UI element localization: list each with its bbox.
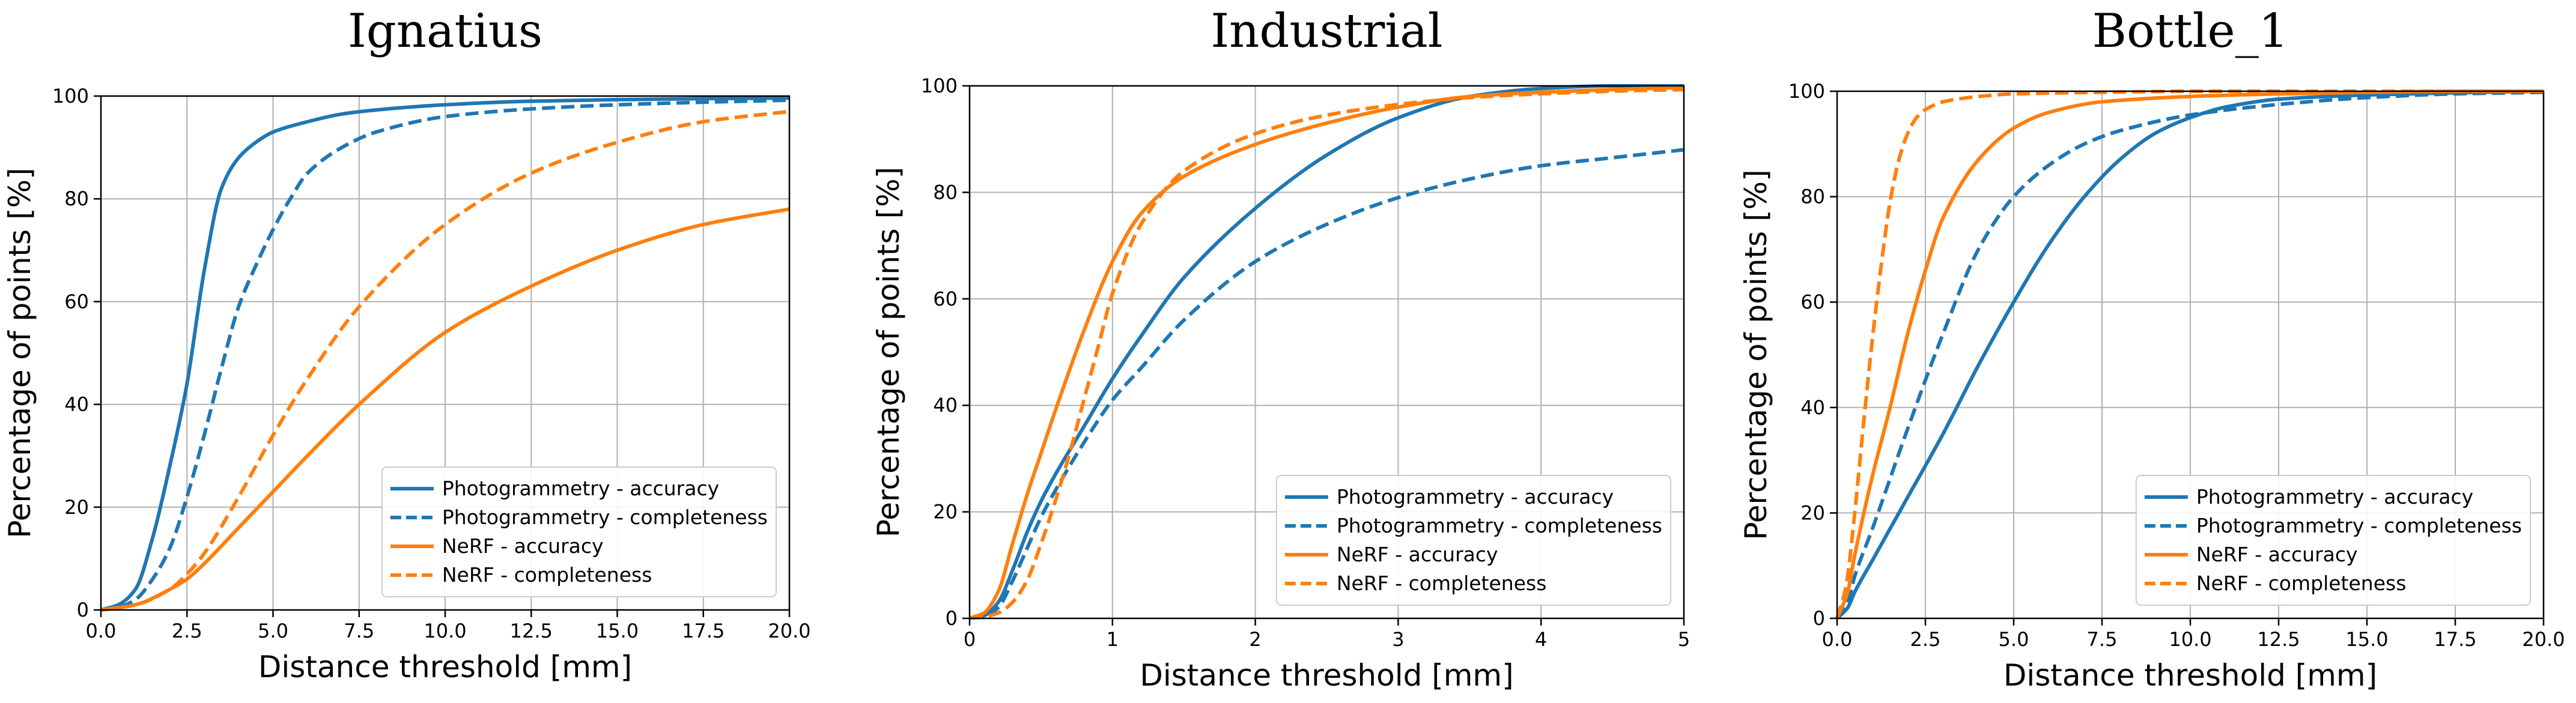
series-group bbox=[100, 96, 790, 612]
legend-label: Photogrammetry - completeness bbox=[2196, 514, 2522, 537]
x-tick-label: 17.5 bbox=[682, 620, 724, 642]
x-tick-label: 20.0 bbox=[768, 620, 810, 642]
legend-label: NeRF - accuracy bbox=[1337, 543, 1498, 566]
legend-label: Photogrammetry - accuracy bbox=[442, 477, 719, 500]
y-tick-label: 80 bbox=[933, 181, 958, 204]
y-tick-label: 60 bbox=[933, 288, 958, 310]
x-tick-label: 2.5 bbox=[172, 620, 202, 642]
x-tick-label: 2 bbox=[1249, 628, 1261, 651]
series-line bbox=[969, 88, 1684, 620]
axes-frame bbox=[968, 85, 1685, 620]
legend-label: NeRF - accuracy bbox=[2196, 543, 2358, 566]
legend: Photogrammetry - accuracy Photogrammetry… bbox=[1275, 475, 1671, 606]
y-tick-label: 80 bbox=[64, 187, 89, 210]
y-tick-label: 0 bbox=[1813, 607, 1825, 630]
x-tick-label: 10.0 bbox=[424, 620, 466, 642]
panel-title: Ignatius bbox=[348, 4, 542, 58]
y-tick-label: 40 bbox=[933, 394, 958, 417]
chart-panel-industrial: 0 1 2 3 4 5 0 20 40 60 80 100 Industrial Distance t… bbox=[871, 4, 1690, 693]
plot-area: 0.0 2.5 5.0 7.5 10.0 12.5 15.0 17.5 20.0 0 20 40 60 8… bbox=[1788, 80, 2565, 651]
x-tick-label: 0 bbox=[964, 628, 976, 651]
x-tick-label: 4 bbox=[1535, 628, 1547, 651]
legend-label: NeRF - completeness bbox=[2196, 572, 2407, 595]
legend-label: Photogrammetry - completeness bbox=[442, 505, 768, 529]
legend-label: Photogrammetry - accuracy bbox=[2196, 485, 2473, 508]
y-tick-label: 60 bbox=[64, 290, 89, 313]
y-tick-label: 80 bbox=[1800, 186, 1825, 208]
legend: Photogrammetry - accuracy Photogrammetry… bbox=[381, 466, 777, 597]
x-tick-label: 5 bbox=[1678, 628, 1690, 651]
x-axis-label: Distance threshold [mm] bbox=[258, 650, 632, 684]
series-line bbox=[1835, 89, 2544, 620]
series-line bbox=[969, 148, 1684, 620]
panel-title: Bottle_1 bbox=[2092, 4, 2289, 58]
ticks: 0.0 2.5 5.0 7.5 10.0 12.5 15.0 17.5 20.0 0 20 40 60 8… bbox=[52, 85, 811, 642]
chart-panel-ignatius: 0.0 2.5 5.0 7.5 10.0 12.5 15.0 17.5 20.0 0 20 40 60 8… bbox=[2, 4, 811, 684]
y-tick-label: 20 bbox=[933, 501, 958, 523]
legend-label: NeRF - completeness bbox=[1337, 572, 1547, 595]
series-group bbox=[968, 83, 1684, 620]
x-tick-label: 2.5 bbox=[1910, 628, 1941, 651]
y-tick-label: 0 bbox=[77, 599, 89, 621]
series-line bbox=[100, 207, 790, 612]
chart-panel-bottle-1: 0.0 2.5 5.0 7.5 10.0 12.5 15.0 17.5 20.0 0 20 40 60 8… bbox=[1739, 4, 2565, 693]
x-tick-label: 5.0 bbox=[1999, 628, 2029, 651]
y-tick-label: 100 bbox=[52, 85, 89, 107]
series-line bbox=[100, 98, 790, 612]
legend-frame bbox=[1275, 475, 1671, 606]
x-tick-label: 10.0 bbox=[2169, 628, 2211, 651]
x-tick-label: 15.0 bbox=[2345, 628, 2388, 651]
x-tick-label: 17.5 bbox=[2434, 628, 2476, 651]
y-tick-label: 20 bbox=[1800, 501, 1825, 524]
x-tick-label: 5.0 bbox=[258, 620, 288, 642]
legend-frame bbox=[2135, 475, 2531, 606]
y-tick-label: 40 bbox=[1800, 396, 1825, 419]
series-line bbox=[1835, 89, 2544, 620]
x-tick-label: 1 bbox=[1107, 628, 1119, 651]
ticks: 0 1 2 3 4 5 0 20 40 60 80 100 bbox=[921, 74, 1690, 651]
legend-label: NeRF - accuracy bbox=[442, 534, 604, 558]
y-tick-label: 0 bbox=[946, 607, 958, 630]
x-tick-label: 0.0 bbox=[1822, 628, 1853, 651]
y-tick-label: 100 bbox=[921, 74, 958, 97]
x-tick-label: 7.5 bbox=[2087, 628, 2118, 651]
series-line bbox=[100, 96, 790, 612]
panel-title: Industrial bbox=[1211, 4, 1442, 58]
legend-label: Photogrammetry - accuracy bbox=[1337, 485, 1614, 508]
y-tick-label: 40 bbox=[64, 393, 89, 416]
x-axis-label: Distance threshold [mm] bbox=[1140, 658, 1513, 693]
series-line bbox=[1835, 90, 2544, 620]
x-axis-label: Distance threshold [mm] bbox=[2003, 658, 2377, 693]
x-tick-label: 15.0 bbox=[596, 620, 639, 642]
x-tick-label: 12.5 bbox=[510, 620, 553, 642]
y-axis-label: Percentage of points [%] bbox=[1739, 169, 1773, 540]
legend-frame bbox=[381, 466, 777, 597]
y-tick-label: 100 bbox=[1788, 80, 1825, 103]
x-tick-label: 7.5 bbox=[344, 620, 374, 642]
grid bbox=[100, 95, 790, 611]
y-axis-label: Percentage of points [%] bbox=[2, 167, 37, 538]
x-tick-label: 3 bbox=[1392, 628, 1404, 651]
ticks: 0.0 2.5 5.0 7.5 10.0 12.5 15.0 17.5 20.0 0 20 40 60 8… bbox=[1788, 80, 2565, 651]
legend: Photogrammetry - accuracy Photogrammetry… bbox=[2135, 475, 2531, 606]
y-tick-label: 20 bbox=[64, 496, 89, 519]
plot-area: 0.0 2.5 5.0 7.5 10.0 12.5 15.0 17.5 20.0 0 20 40 60 8… bbox=[52, 85, 811, 642]
legend-label: Photogrammetry - completeness bbox=[1337, 514, 1662, 537]
legend-label: NeRF - completeness bbox=[442, 563, 652, 587]
plot-area: 0 1 2 3 4 5 0 20 40 60 80 100 bbox=[921, 74, 1690, 651]
x-tick-label: 0.0 bbox=[86, 620, 117, 642]
y-axis-label: Percentage of points [%] bbox=[871, 167, 906, 537]
x-tick-label: 12.5 bbox=[2257, 628, 2300, 651]
x-tick-label: 20.0 bbox=[2522, 628, 2565, 651]
y-tick-label: 60 bbox=[1800, 291, 1825, 313]
